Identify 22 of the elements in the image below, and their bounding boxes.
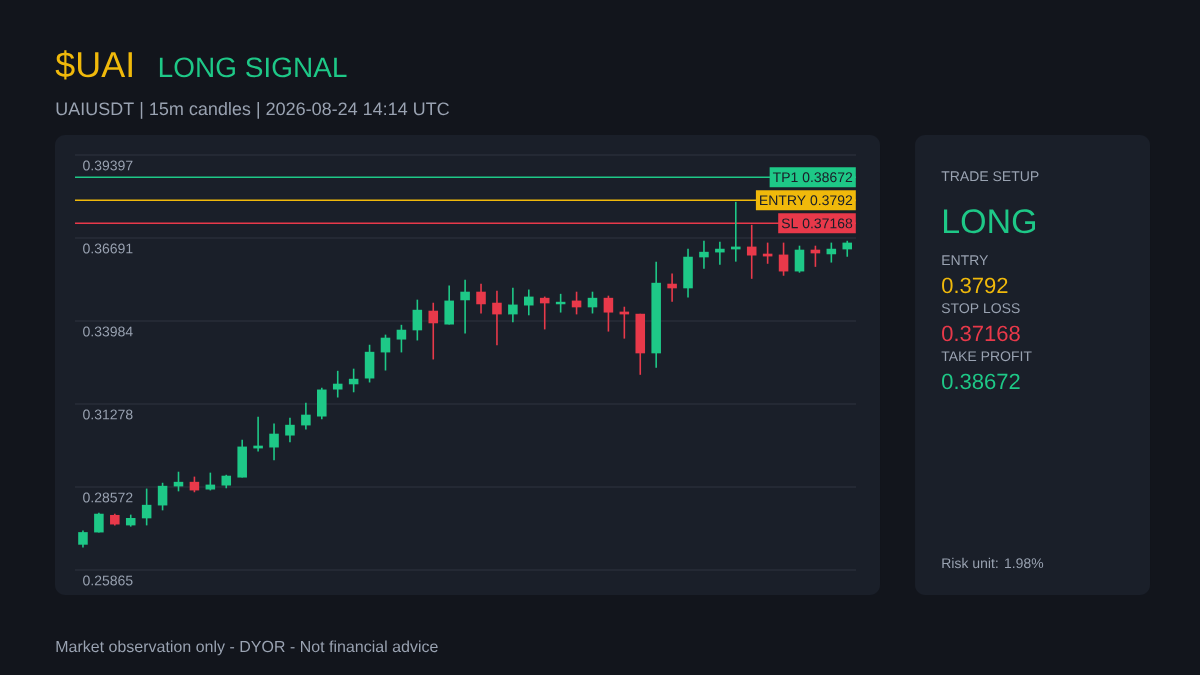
text: TRADE SETUP	[941, 171, 1039, 182]
text: 0.3792	[942, 277, 1008, 294]
text: ENTRY	[942, 255, 989, 265]
chart-title: $UAI	[55, 50, 132, 80]
text: LONG SIGNAL	[159, 57, 347, 78]
text: Risk unit: 1.98%	[942, 557, 1044, 569]
ref-line-label: ENTRY 0.3792	[760, 195, 853, 206]
y-tick-label: 0.31278	[83, 409, 133, 420]
y-tick-label: 0.36691	[83, 243, 133, 254]
text: 0.37168	[942, 325, 1020, 342]
text: Market observation only - DYOR - Not financial advice	[56, 640, 438, 656]
y-tick-label: 0.33984	[83, 326, 133, 337]
ref-line-label: SL 0.37168	[781, 218, 853, 229]
text: 0.38672	[942, 373, 1020, 390]
text: TAKE PROFIT	[941, 351, 1032, 362]
text: LONG	[944, 209, 1036, 234]
y-tick-label: 0.28572	[83, 492, 133, 503]
y-tick-label: 0.25865	[83, 575, 133, 586]
ref-line-label: TP1 0.38672	[772, 172, 853, 183]
chart-subtitle: UAIUSDT | 15m candles | 2026-08-24 14:14 UTC	[56, 101, 449, 119]
text: STOP LOSS	[941, 303, 1020, 314]
y-tick-label: 0.39397	[83, 160, 133, 171]
